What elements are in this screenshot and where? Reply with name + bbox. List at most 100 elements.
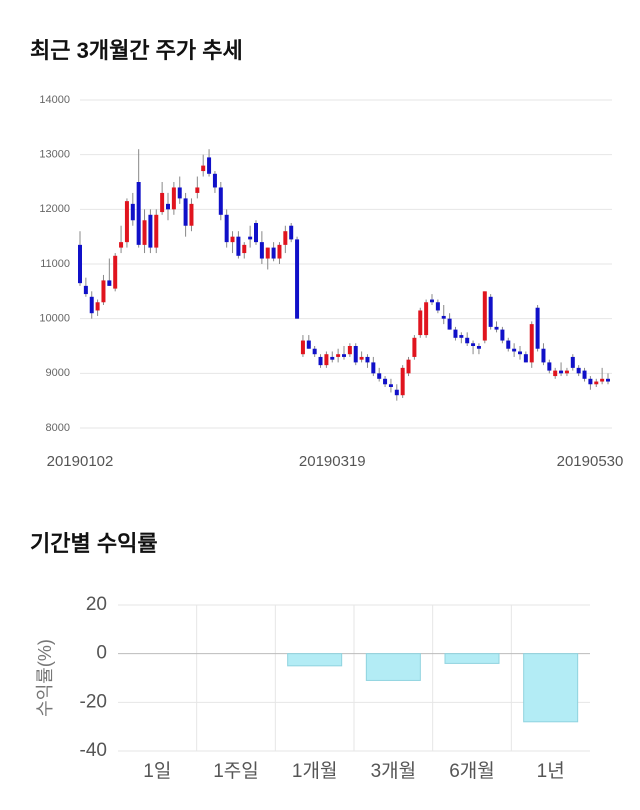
candle-body <box>236 236 241 256</box>
candle-body <box>189 203 194 226</box>
candle-body <box>254 223 258 243</box>
candle-body <box>418 310 423 336</box>
candle-body <box>588 378 593 385</box>
candle-body <box>359 356 364 360</box>
y-tick-label: 0 <box>96 643 107 664</box>
candle-body <box>435 302 440 311</box>
x-tick-label: 1년 <box>537 760 565 782</box>
candle-body <box>113 255 118 289</box>
bar <box>365 653 421 681</box>
candle-body <box>248 236 253 240</box>
candle-body <box>383 378 388 385</box>
candle-body <box>148 214 153 248</box>
candle-body <box>447 318 452 330</box>
x-tick-label: 20190319 <box>299 453 366 470</box>
y-tick-label: 14000 <box>39 94 70 106</box>
candle-body <box>130 203 135 221</box>
candle-body <box>289 225 294 240</box>
y-tick-label: 10000 <box>39 313 70 325</box>
candle-body <box>277 244 282 259</box>
candle-body <box>166 203 170 210</box>
candle-body <box>412 337 417 357</box>
candle-body <box>89 296 94 314</box>
candle-body <box>171 187 176 210</box>
candle-body <box>606 378 610 382</box>
candle-body <box>564 370 569 374</box>
candle-body <box>300 340 305 355</box>
candle-body <box>582 370 587 379</box>
candle-body <box>195 187 200 193</box>
candle-body <box>377 373 382 379</box>
candle-body <box>201 165 206 172</box>
bar <box>444 653 500 664</box>
candle-body <box>406 359 411 374</box>
candle-body <box>471 343 476 346</box>
candle-body <box>207 157 212 174</box>
candle-body <box>424 302 429 336</box>
candle-body <box>553 370 558 377</box>
candle-body <box>78 244 82 284</box>
candle-body <box>318 356 323 366</box>
y-tick-label: 12000 <box>39 203 70 215</box>
candle-body <box>160 192 165 213</box>
candle-body <box>506 340 511 349</box>
candle-body <box>476 346 481 349</box>
y-axis-label: 수익률(%) <box>35 639 55 717</box>
candle-body <box>271 247 276 259</box>
candle-body <box>394 389 399 396</box>
candle-body <box>342 354 346 357</box>
candle-body <box>107 280 112 286</box>
candle-body <box>371 362 376 374</box>
x-tick-label: 1일 <box>143 760 171 782</box>
candle-body <box>101 280 106 303</box>
candle-body <box>488 296 493 327</box>
chart-title: 최근 3개월간 주가 추세 <box>30 38 243 63</box>
candle-body <box>324 354 329 366</box>
x-tick-label: 20190102 <box>47 453 114 470</box>
candle-body <box>559 370 564 374</box>
y-tick-label: -20 <box>80 691 107 712</box>
y-tick-label: 13000 <box>39 149 70 161</box>
candle-body <box>136 182 141 245</box>
candle-body <box>547 362 552 371</box>
candle-body <box>541 348 546 363</box>
candle-body <box>230 236 235 243</box>
candle-body <box>400 367 405 396</box>
candle-body <box>154 214 159 248</box>
x-tick-label: 3개월 <box>371 760 417 782</box>
y-tick-label: 11000 <box>40 258 70 270</box>
x-tick-label: 20190530 <box>557 453 624 470</box>
y-tick-label: 9000 <box>46 367 70 379</box>
candle-body <box>494 326 499 330</box>
candle-body <box>295 239 300 319</box>
candle-body <box>212 173 217 188</box>
candle-body <box>224 214 229 243</box>
candle-body <box>330 356 335 360</box>
candle-body <box>177 187 182 199</box>
candle-body <box>535 307 540 349</box>
candle-body <box>365 356 370 363</box>
candle-body <box>83 285 88 295</box>
candle-body <box>347 346 352 355</box>
candle-body <box>242 244 247 254</box>
y-tick-label: 20 <box>86 594 107 615</box>
candle-body <box>259 242 264 259</box>
candle-body <box>430 299 434 303</box>
candle-body <box>218 187 223 215</box>
bar <box>287 653 343 667</box>
candle-body <box>482 291 487 341</box>
candle-body <box>594 381 599 385</box>
candle-body <box>529 324 534 363</box>
x-tick-label: 1개월 <box>292 760 338 782</box>
candle-body <box>570 356 575 368</box>
candle-body <box>142 220 147 245</box>
chart-title: 기간별 수익률 <box>30 531 158 556</box>
candle-body <box>183 198 188 226</box>
bar <box>523 653 579 723</box>
candle-body <box>576 367 581 374</box>
candle-body <box>306 340 311 349</box>
candle-body <box>459 335 464 338</box>
candle-body <box>388 384 393 387</box>
y-tick-label: 8000 <box>46 422 70 434</box>
candle-body <box>512 348 517 352</box>
